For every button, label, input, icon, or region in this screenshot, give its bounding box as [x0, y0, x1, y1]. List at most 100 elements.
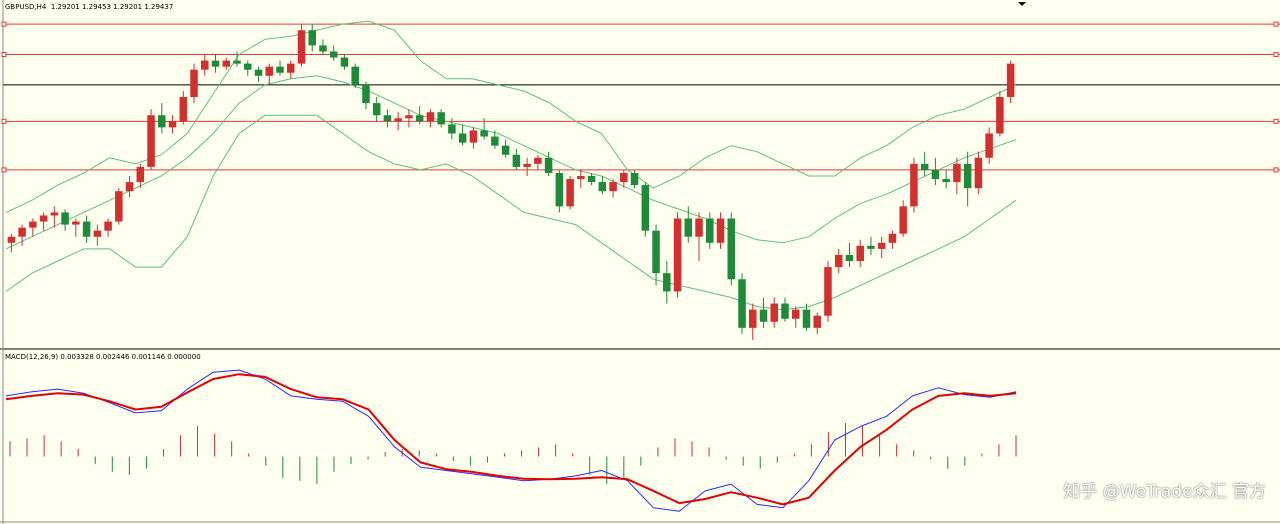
candle-body-37: [405, 115, 413, 119]
candle-body-61: [663, 273, 671, 292]
candle-body-67: [727, 218, 736, 280]
level-handle-right-0: [1273, 21, 1279, 27]
candle-body-20: [222, 60, 231, 67]
candle-body-54: [587, 176, 596, 183]
candle-body-34: [372, 103, 381, 116]
candle-body-29: [319, 45, 327, 52]
candle-body-27: [297, 30, 306, 64]
candle-body-40: [437, 112, 445, 125]
candle-body-39: [426, 112, 435, 122]
candle-body-55: [598, 182, 607, 192]
candle-body-21: [233, 60, 241, 64]
candle-body-92: [996, 97, 1004, 134]
candle-body-2: [29, 221, 37, 228]
candle-body-14: [158, 115, 166, 128]
bollinger_middle-line: [5, 75, 1017, 250]
candle-body-33: [362, 84, 370, 104]
ohlc-values: 1.29201 1.29453 1.29201 1.29437: [50, 3, 174, 11]
candle-body-43: [469, 130, 478, 143]
candle-body-7: [82, 221, 91, 237]
candle-body-32: [351, 66, 359, 85]
candle-body-8: [93, 230, 102, 237]
candle-body-76: [824, 267, 832, 316]
candle-body-73: [791, 309, 800, 319]
candle-body-82: [888, 233, 897, 243]
candle-body-86: [931, 169, 940, 180]
level-handle-left-0: [1, 21, 7, 27]
candle-body-51: [555, 172, 564, 207]
candle-body-52: [566, 179, 574, 207]
candle-body-23: [254, 69, 263, 76]
candle-body-0: [7, 236, 16, 243]
candle-body-74: [802, 309, 811, 328]
candle-body-71: [770, 303, 779, 322]
candle-body-26: [286, 63, 295, 73]
candle-body-6: [72, 221, 80, 225]
candle-body-63: [684, 218, 693, 237]
watermark: 知乎 @WeTrade众汇 官方: [1063, 482, 1266, 502]
symbol-label: GBPUSD,H4 1.29201 1.29453 1.29201 1.2943…: [5, 3, 173, 11]
candle-body-38: [415, 115, 424, 122]
candle-body-65: [706, 218, 714, 243]
level-handle-right-3: [1273, 167, 1279, 173]
bollinger_lower-line: [5, 114, 1017, 311]
candle-body-78: [845, 254, 854, 262]
candle-body-64: [695, 218, 703, 237]
symbol-name: GBPUSD,H4: [5, 3, 47, 11]
candle-body-69: [748, 309, 757, 328]
candle-body-59: [641, 185, 650, 231]
candle-body-56: [609, 182, 617, 192]
candle-body-16: [179, 97, 188, 122]
candle-body-70: [759, 309, 768, 322]
candle-body-11: [125, 182, 134, 192]
candle-body-60: [652, 230, 660, 274]
candle-body-12: [136, 166, 145, 183]
level-handle-left-3: [1, 167, 7, 173]
candle-body-89: [963, 163, 972, 189]
candle-body-79: [856, 245, 864, 262]
candle-body-24: [265, 66, 274, 76]
candle-body-90: [974, 157, 983, 189]
candle-body-53: [577, 176, 585, 180]
candle-body-5: [61, 212, 69, 225]
candle-body-9: [104, 221, 112, 231]
shift-marker-icon: [1018, 2, 1026, 6]
candle-body-85: [920, 163, 929, 170]
candle-body-84: [910, 163, 918, 207]
candle-body-15: [168, 121, 177, 128]
candle-body-58: [630, 172, 639, 186]
candle-body-1: [18, 227, 26, 237]
candle-body-18: [201, 60, 209, 70]
candle-body-80: [867, 245, 875, 249]
candle-body-50: [544, 157, 553, 173]
macd_signal-line: [5, 373, 1017, 506]
candle-body-4: [50, 212, 59, 216]
level-handle-left-2: [1, 118, 7, 124]
candle-body-87: [942, 179, 950, 183]
candle-body-48: [523, 163, 531, 167]
candle-body-49: [534, 157, 542, 164]
macd-label: MACD(12,26,9) 0.003328 0.002446 0.001146…: [5, 353, 201, 361]
candle-body-81: [877, 242, 886, 249]
candle-body-19: [211, 60, 220, 67]
candle-body-57: [620, 172, 628, 183]
macd_main-line: [5, 369, 1017, 512]
candle-body-31: [340, 57, 349, 67]
candle-body-93: [1006, 63, 1015, 98]
candle-body-66: [716, 218, 725, 243]
candle-body-10: [115, 191, 123, 222]
candle-body-47: [512, 154, 521, 167]
candle-body-75: [813, 315, 821, 328]
candle-body-72: [781, 303, 789, 319]
bollinger_upper-line: [5, 20, 1017, 213]
candle-body-35: [383, 115, 392, 122]
candle-body-42: [458, 133, 467, 143]
candle-body-77: [834, 254, 843, 268]
candle-body-36: [394, 118, 402, 122]
candle-body-28: [308, 30, 316, 46]
candle-body-3: [39, 215, 48, 222]
candle-body-30: [329, 51, 338, 58]
candle-body-83: [899, 206, 907, 234]
